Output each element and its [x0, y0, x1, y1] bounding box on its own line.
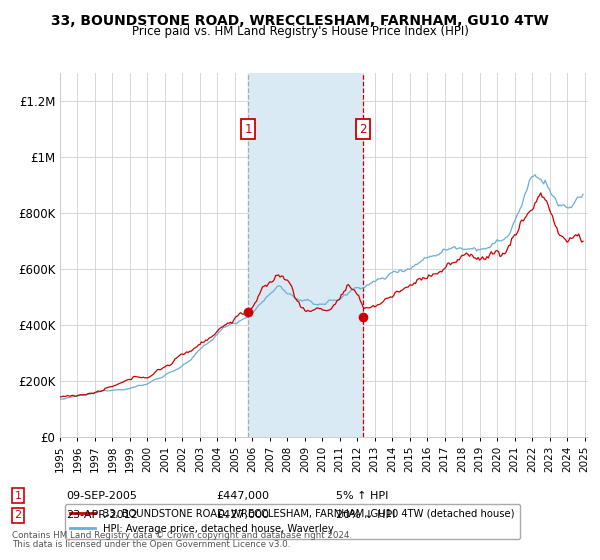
Text: This data is licensed under the Open Government Licence v3.0.: This data is licensed under the Open Gov… — [12, 540, 290, 549]
Text: 2: 2 — [359, 123, 367, 136]
Text: 1: 1 — [14, 491, 22, 501]
Bar — [248, 73, 363, 437]
Text: 23-APR-2012: 23-APR-2012 — [66, 510, 138, 520]
Text: 2: 2 — [14, 510, 22, 520]
Text: Price paid vs. HM Land Registry's House Price Index (HPI): Price paid vs. HM Land Registry's House … — [131, 25, 469, 38]
Text: 20% ↓ HPI: 20% ↓ HPI — [336, 510, 395, 520]
Text: Contains HM Land Registry data © Crown copyright and database right 2024.: Contains HM Land Registry data © Crown c… — [12, 531, 352, 540]
Legend: 33, BOUNDSTONE ROAD, WRECCLESHAM, FARNHAM, GU10 4TW (detached house), HPI: Avera: 33, BOUNDSTONE ROAD, WRECCLESHAM, FARNHA… — [65, 503, 520, 539]
Text: 33, BOUNDSTONE ROAD, WRECCLESHAM, FARNHAM, GU10 4TW: 33, BOUNDSTONE ROAD, WRECCLESHAM, FARNHA… — [51, 14, 549, 28]
Text: £447,000: £447,000 — [216, 491, 269, 501]
Text: 1: 1 — [244, 123, 251, 136]
Text: £427,000: £427,000 — [216, 510, 269, 520]
Text: 09-SEP-2005: 09-SEP-2005 — [66, 491, 137, 501]
Text: 5% ↑ HPI: 5% ↑ HPI — [336, 491, 388, 501]
